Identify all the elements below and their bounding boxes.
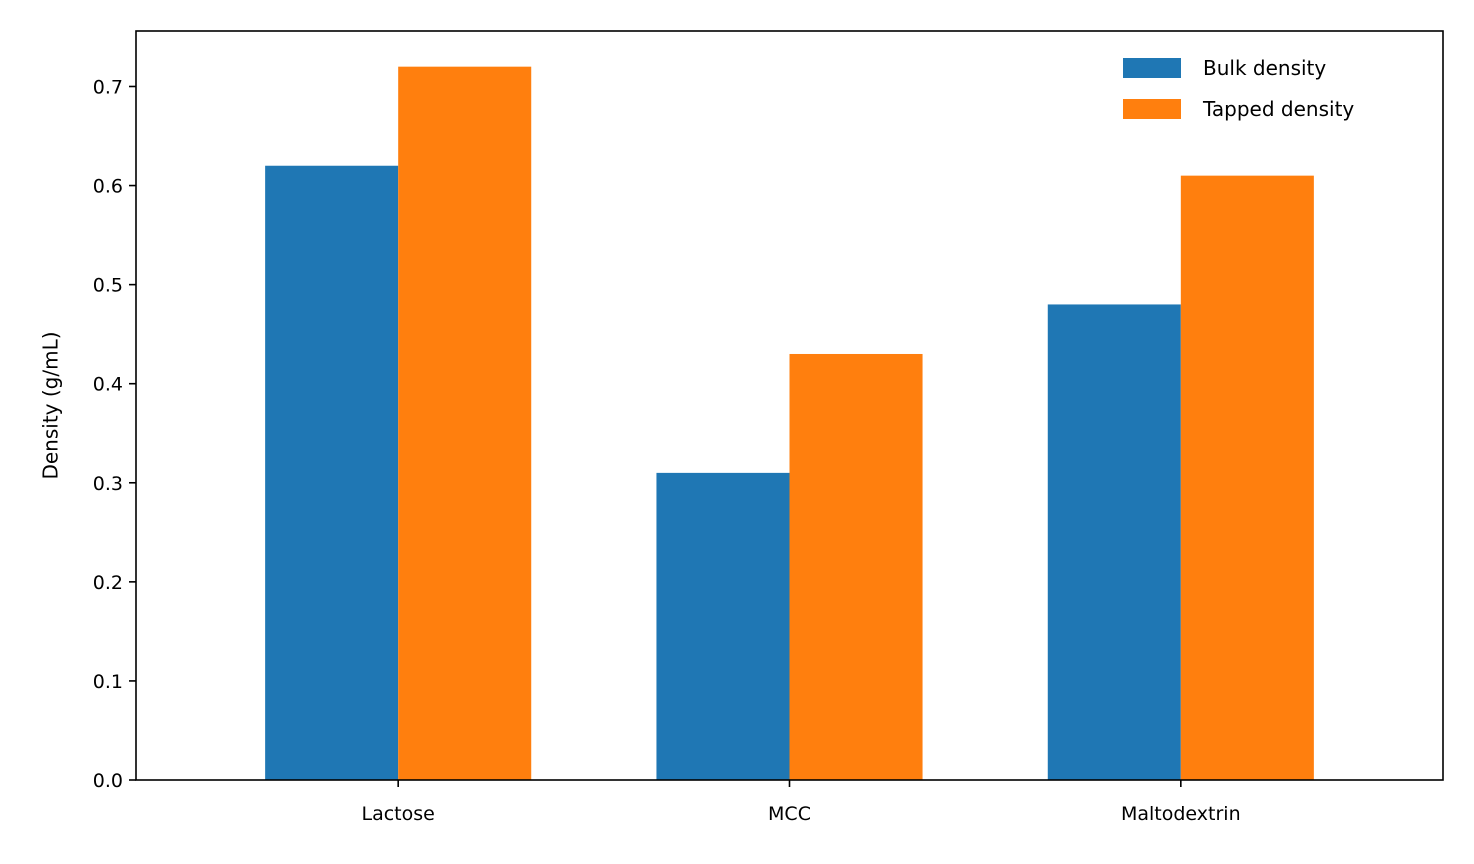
y-tick-label: 0.7 bbox=[93, 76, 123, 98]
x-tick-label: MCC bbox=[768, 803, 811, 825]
legend-label: Bulk density bbox=[1203, 56, 1326, 80]
y-tick-label: 0.2 bbox=[93, 572, 123, 594]
legend-swatch bbox=[1123, 99, 1181, 119]
y-tick-label: 0.5 bbox=[93, 275, 123, 297]
bar-tapped-density-mcc bbox=[789, 353, 923, 780]
bar-bulk-density-maltodextrin bbox=[1047, 304, 1181, 780]
bar-bulk-density-lactose bbox=[265, 165, 399, 781]
bar-bulk-density-mcc bbox=[656, 472, 790, 780]
y-tick-label: 0.6 bbox=[93, 176, 123, 198]
y-tick-label: 0.1 bbox=[93, 671, 123, 693]
y-tick-label: 0.0 bbox=[93, 770, 123, 792]
legend: Bulk density Tapped density bbox=[1123, 56, 1354, 121]
legend-label: Tapped density bbox=[1202, 97, 1354, 121]
x-axis: Lactose MCC Maltodextrin bbox=[362, 780, 1241, 825]
x-tick-label: Maltodextrin bbox=[1121, 803, 1241, 825]
y-tick-label: 0.4 bbox=[93, 374, 123, 396]
plot-frame bbox=[135, 30, 1444, 781]
x-tick-label: Lactose bbox=[362, 803, 435, 825]
bar-tapped-density-maltodextrin bbox=[1180, 175, 1314, 781]
bar-tapped-density-lactose bbox=[398, 66, 532, 780]
y-axis-title: Density (g/mL) bbox=[39, 331, 63, 479]
y-tick-label: 0.3 bbox=[93, 473, 123, 495]
legend-swatch bbox=[1123, 58, 1181, 78]
y-axis: 0.0 0.1 0.2 0.3 0.4 0.5 0.6 0.7 bbox=[93, 76, 136, 792]
bars-layer bbox=[265, 66, 1314, 781]
